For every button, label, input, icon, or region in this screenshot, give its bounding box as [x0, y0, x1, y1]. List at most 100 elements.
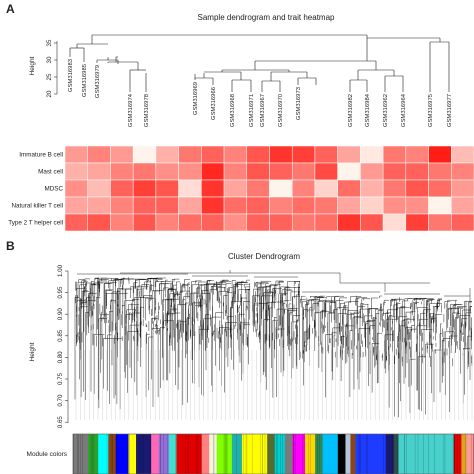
- heatmap-cell: [291, 196, 316, 215]
- heatmap-cell: [314, 213, 338, 232]
- panel-b-title: Cluster Dendrogram: [228, 252, 300, 261]
- heatmap-cell: [405, 179, 429, 198]
- sample-label: GSM316974: [128, 93, 134, 127]
- module-color-segment: [176, 434, 202, 474]
- heatmap-cell: [87, 196, 111, 215]
- sample-label: GSM316968: [230, 93, 236, 127]
- panel-b-tick-label: 0.70: [57, 394, 64, 407]
- heatmap-cell: [314, 196, 338, 215]
- panel-a-tick-label: 35: [46, 39, 53, 46]
- sample-label: GSM316973: [296, 86, 302, 120]
- heatmap-cell: [132, 196, 157, 215]
- dendrogram-leaf-lines: [75, 350, 473, 420]
- heatmap-cell: [155, 162, 179, 181]
- heatmap-cell: [246, 145, 270, 164]
- sample-label: GSM316971: [249, 94, 255, 127]
- module-color-segment: [292, 434, 306, 474]
- heatmap-cell: [87, 162, 111, 181]
- trait-labels: Immature B cell Mast cell MDSC Natural kill…: [8, 152, 63, 227]
- heatmap-cell: [246, 179, 270, 198]
- heatmap-cell: [451, 196, 474, 215]
- heatmap-cell: [201, 162, 225, 181]
- heatmap-cell: [314, 179, 338, 198]
- heatmap-cell: [382, 162, 407, 181]
- panel-a-tick-label: 30: [46, 56, 53, 63]
- heatmap-cell: [132, 213, 157, 232]
- heatmap-cell: [428, 145, 452, 164]
- heatmap-cell: [337, 145, 361, 164]
- heatmap-cell: [337, 213, 361, 232]
- heatmap-cell: [405, 162, 429, 181]
- heatmap-cell: [451, 162, 474, 181]
- sample-label: GSM316982: [348, 94, 354, 127]
- module-color-segment: [158, 434, 170, 474]
- module-color-segment: [284, 434, 293, 474]
- trait-label: Natural killer T cell: [11, 203, 63, 210]
- heatmap-cell: [405, 196, 429, 215]
- module-color-bar-frame: [72, 433, 474, 474]
- module-color-segment: [73, 434, 89, 474]
- panel-b-y-ticks: 1.00 0.95 0.90 0.85 0.80 0.75 0.70 0.65: [57, 264, 68, 428]
- module-color-segment: [453, 434, 462, 474]
- heatmap-cell: [382, 145, 407, 164]
- module-color-segment: [355, 434, 387, 474]
- module-color-segment: [385, 434, 394, 474]
- module-color-segment: [128, 434, 137, 474]
- heatmap-cell: [269, 213, 293, 232]
- heatmap-cell: [223, 162, 248, 181]
- module-color-segment: [337, 434, 346, 474]
- sample-label: GSM316970: [278, 93, 284, 127]
- module-color-segment: [108, 434, 117, 474]
- sample-label: GSM316979: [95, 65, 101, 98]
- heatmap-cell: [178, 213, 202, 232]
- heatmap-cell: [269, 179, 293, 198]
- panel-a-tick-label: 25: [46, 73, 53, 80]
- sample-label: GSM316983: [68, 58, 74, 92]
- heatmap-cell: [246, 213, 270, 232]
- heatmap-cell: [451, 213, 474, 232]
- heatmap-cell: [314, 162, 338, 181]
- panel-a-y-ticks: 35 30 25 20: [46, 39, 57, 97]
- module-color-segment: [322, 434, 339, 474]
- heatmap-cell: [110, 196, 134, 215]
- heatmap-cell: [337, 162, 361, 181]
- sample-dendrogram: [69, 34, 450, 92]
- heatmap-cell: [132, 179, 157, 198]
- heatmap-cell: [360, 196, 384, 215]
- heatmap-cell: [337, 196, 361, 215]
- module-color-segment: [241, 434, 268, 474]
- heatmap-cell: [201, 196, 225, 215]
- panel-a-label: A: [6, 2, 15, 16]
- module-color-segment: [209, 434, 218, 474]
- heatmap-cell: [201, 145, 225, 164]
- panel-b-ylabel: Height: [29, 342, 36, 361]
- panel-b-tick-label: 0.65: [57, 416, 64, 429]
- module-color-segment: [393, 434, 399, 474]
- heatmap-cell: [110, 145, 134, 164]
- trait-label: Immature B cell: [19, 152, 63, 159]
- heatmap-cell: [155, 145, 179, 164]
- heatmap-cell: [246, 162, 270, 181]
- trait-label: Type 2 T helper cell: [8, 220, 63, 227]
- heatmap-cell: [360, 179, 384, 198]
- sample-label: GSM316978: [144, 93, 150, 127]
- module-color-segment: [305, 434, 316, 474]
- module-color-segment: [168, 434, 177, 474]
- heatmap-cell: [428, 179, 452, 198]
- heatmap-cell: [360, 162, 384, 181]
- module-color-segment: [461, 434, 467, 474]
- heatmap-cell: [201, 179, 225, 198]
- heatmap-cell: [132, 162, 157, 181]
- heatmap-cell: [451, 179, 474, 198]
- module-color-segment: [315, 434, 323, 474]
- heatmap-cell: [178, 196, 202, 215]
- heatmap-cell: [64, 145, 88, 164]
- sample-label: GSM316969: [193, 82, 199, 115]
- heatmap-cell: [201, 213, 225, 232]
- heatmap-cell: [291, 145, 316, 164]
- panel-a-ylabel: Height: [29, 56, 36, 75]
- panel-a-title: Sample dendrogram and trait heatmap: [198, 13, 336, 22]
- heatmap-cell: [269, 162, 293, 181]
- sample-label: GSM316975: [428, 93, 434, 127]
- heatmap-cell: [64, 162, 88, 181]
